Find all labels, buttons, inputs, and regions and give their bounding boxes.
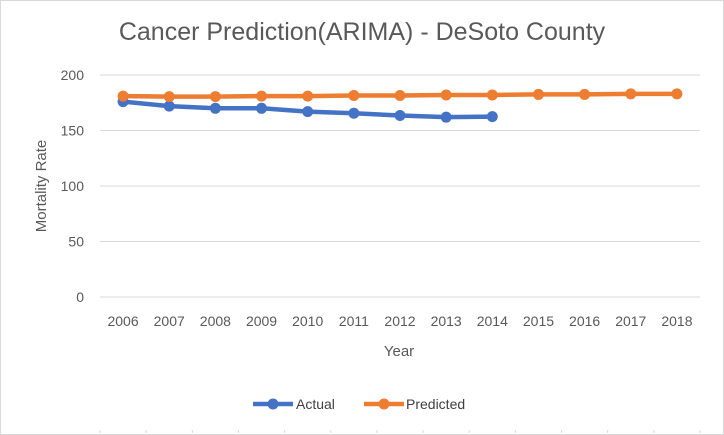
x-tick-label: 2018 [661,313,692,329]
series-lines [117,88,683,123]
x-tick-label: 2016 [569,313,600,329]
x-tick-label: 2010 [292,313,323,329]
y-tick-label: 150 [61,123,85,139]
x-tick-label: 2015 [523,313,554,329]
legend-label: Predicted [406,396,465,412]
legend-swatch-marker [267,398,279,410]
legend-swatch-marker [378,398,390,410]
data-point-predicted [209,91,221,103]
legend: Actual Predicted [253,396,465,412]
y-tick-label: 200 [61,67,85,83]
x-tick-label: 2014 [477,313,508,329]
x-tick-label: 2013 [431,313,462,329]
data-point-predicted [440,89,452,101]
y-axis-ticks: 0 50 100 150 200 [61,67,85,305]
y-axis-label: Mortality Rate [33,140,50,233]
data-point-actual [348,107,360,119]
series-actual [117,96,498,123]
data-point-predicted [394,90,406,102]
data-point-predicted [579,88,591,100]
legend-label: Actual [296,396,335,412]
data-point-actual [486,111,498,123]
data-point-predicted [117,90,129,102]
data-point-predicted [163,91,175,103]
y-tick-label: 50 [68,234,84,250]
x-tick-label: 2012 [384,313,415,329]
data-point-predicted [302,90,314,102]
chart-title: Cancer Prediction(ARIMA) - DeSoto County [118,18,606,46]
x-tick-label: 2007 [154,313,185,329]
x-tick-label: 2009 [246,313,277,329]
y-tick-label: 0 [76,289,84,305]
data-point-actual [440,111,452,123]
data-point-actual [163,100,175,112]
legend-item-predicted: Predicted [364,396,465,412]
data-point-actual [394,110,406,122]
x-tick-label: 2008 [200,313,231,329]
data-point-predicted [671,88,683,100]
x-axis-label: Year [384,343,414,360]
data-point-actual [302,106,314,118]
series-predicted [117,88,683,103]
x-tick-label: 2006 [107,313,138,329]
x-tick-label: 2017 [615,313,646,329]
data-point-actual [209,102,221,114]
data-point-predicted [348,90,360,102]
x-axis-ticks: 2006 2007 2008 2009 2010 2011 2012 2013 2014 2015… [99,313,701,433]
data-point-predicted [532,88,544,100]
gridlines [100,74,700,298]
data-point-predicted [486,89,498,101]
y-tick-label: 100 [61,178,85,194]
legend-item-actual: Actual [253,396,335,412]
data-point-predicted [625,88,637,100]
x-tick-label: 2011 [339,313,369,329]
data-point-actual [256,102,268,114]
data-point-predicted [256,90,268,102]
